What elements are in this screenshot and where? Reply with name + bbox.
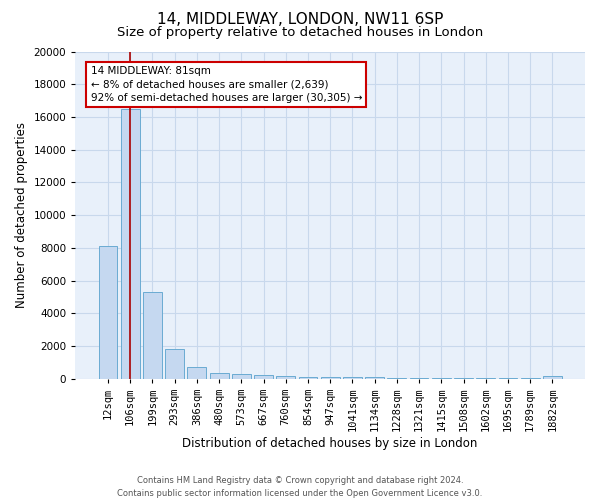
Bar (187, 367, 206, 378)
Bar (276, 376, 295, 378)
Y-axis label: Number of detached properties: Number of detached properties (15, 122, 28, 308)
Bar (343, 377, 362, 378)
Bar (254, 376, 273, 378)
Bar (299, 376, 317, 378)
Bar (321, 377, 340, 378)
Text: 14 MIDDLEWAY: 81sqm
← 8% of detached houses are smaller (2,639)
92% of semi-deta: 14 MIDDLEWAY: 81sqm ← 8% of detached hou… (91, 66, 362, 102)
Text: Size of property relative to detached houses in London: Size of property relative to detached ho… (117, 26, 483, 39)
Bar (209, 373, 229, 378)
Text: 14, MIDDLEWAY, LONDON, NW11 6SP: 14, MIDDLEWAY, LONDON, NW11 6SP (157, 12, 443, 28)
Bar (543, 376, 562, 378)
X-axis label: Distribution of detached houses by size in London: Distribution of detached houses by size … (182, 437, 478, 450)
Bar (165, 349, 184, 378)
Text: Contains HM Land Registry data © Crown copyright and database right 2024.
Contai: Contains HM Land Registry data © Crown c… (118, 476, 482, 498)
Bar (143, 292, 162, 378)
Bar (98, 246, 118, 378)
Bar (232, 374, 251, 378)
Bar (121, 109, 140, 378)
